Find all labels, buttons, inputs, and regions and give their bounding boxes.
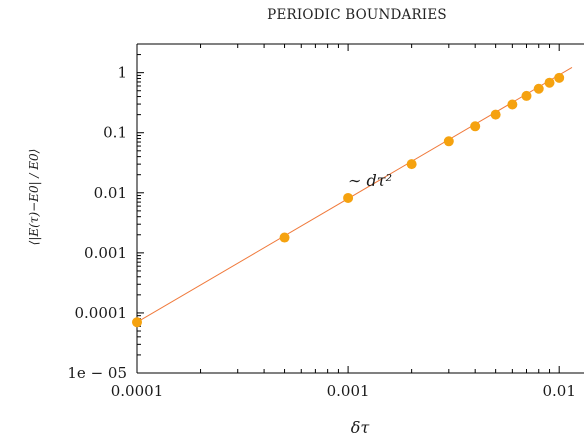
axis-ticks — [136, 44, 560, 374]
scaling-annotation: ∼ dτ² — [348, 171, 392, 190]
data-point — [443, 136, 454, 147]
chart-title: PERIODIC BOUNDARIES — [267, 7, 447, 23]
y-tick-label: 1 — [117, 64, 127, 82]
data-point — [507, 99, 518, 110]
y-tick-label: 0.0001 — [75, 304, 128, 322]
x-tick-label: 0.0001 — [111, 382, 164, 400]
y-axis-label: ⟨|E(τ)−E0| / E0⟩ — [27, 149, 41, 246]
y-tick-label: 0.01 — [94, 184, 127, 202]
plot-frame — [136, 43, 584, 374]
series-layer — [132, 67, 573, 328]
fit-line — [136, 67, 573, 323]
data-point — [533, 83, 544, 94]
y-tick-label: 1e − 05 — [67, 364, 127, 382]
data-point — [554, 72, 565, 83]
data-point — [544, 77, 555, 88]
x-axis-label: δτ — [351, 418, 371, 437]
y-tick-label: 0.1 — [103, 124, 127, 142]
x-tick-label: 0.01 — [542, 382, 575, 400]
data-point — [521, 90, 532, 101]
data-point — [343, 192, 354, 203]
data-point — [470, 121, 481, 132]
data-point — [132, 317, 142, 328]
x-tick-label: 0.001 — [327, 382, 370, 400]
data-point — [279, 232, 290, 243]
data-point — [406, 159, 417, 170]
y-tick-label: 0.001 — [84, 244, 127, 262]
data-point — [490, 109, 501, 120]
